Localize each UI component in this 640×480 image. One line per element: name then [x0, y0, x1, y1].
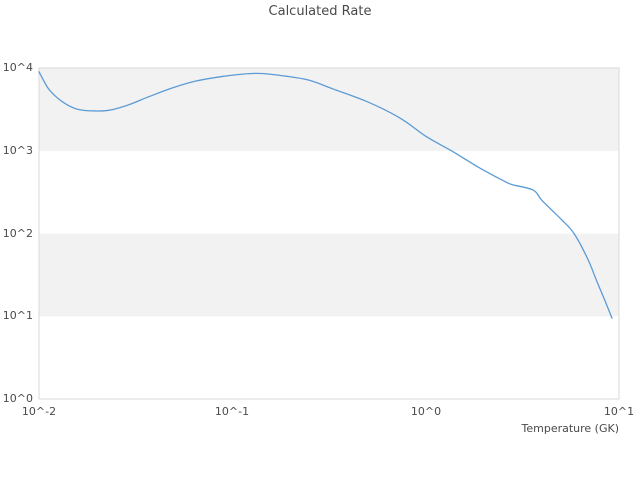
plot-border: [38, 67, 620, 400]
y-tick-label: 10^1: [2, 309, 33, 322]
decade-band: [39, 68, 619, 151]
grid-bands: [39, 68, 619, 400]
y-tick-label: 10^4: [2, 61, 33, 74]
x-tick-label: 10^-1: [214, 405, 250, 418]
rate-curve: [38, 71, 613, 319]
decade-band: [39, 316, 619, 400]
chart-title: Calculated Rate: [268, 4, 372, 19]
x-tick-label: 10^0: [410, 405, 442, 418]
x-axis-label: Temperature (GK): [521, 422, 620, 435]
decade-band: [39, 233, 619, 317]
y-tick-label: 10^0: [2, 392, 33, 405]
decade-band: [39, 150, 619, 234]
y-tick-label: 10^3: [2, 144, 33, 157]
x-tick-label: 10^-2: [21, 405, 57, 418]
y-tick-label: 10^2: [2, 227, 33, 240]
x-tick-label: 10^1: [603, 405, 635, 418]
